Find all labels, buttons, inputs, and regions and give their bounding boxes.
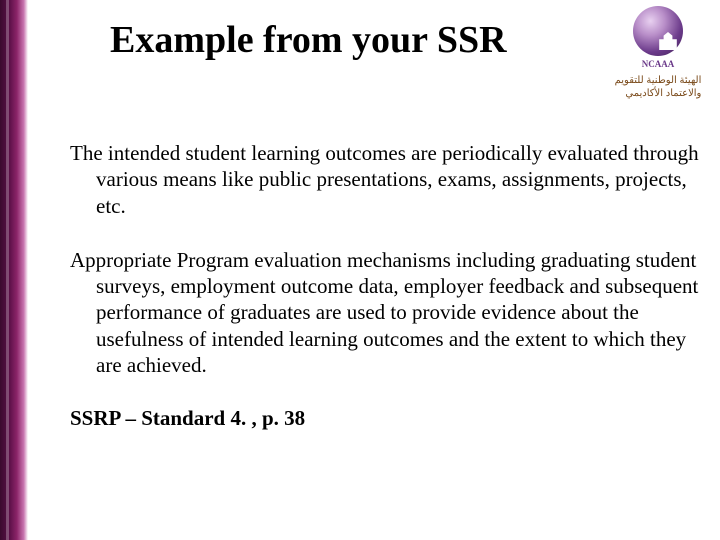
slide-title: Example from your SSR [110,18,507,62]
ncaaa-logo-icon [633,6,683,56]
paragraph-2: Appropriate Program evaluation mechanism… [70,247,708,378]
arabic-line-2: والاعتماد الأكاديمي [615,87,702,100]
arabic-line-1: الهيئة الوطنية للتقويم [615,74,702,87]
logo-block: NCAAA الهيئة الوطنية للتقويم والاعتماد ا… [614,6,702,126]
logo-arabic-text: الهيئة الوطنية للتقويم والاعتماد الأكادي… [615,74,702,100]
reference-line: SSRP – Standard 4. , p. 38 [70,406,708,431]
left-accent-bar [0,0,28,540]
body-content: The intended student learning outcomes a… [70,140,708,431]
logo-label: NCAAA [638,58,679,70]
paragraph-1: The intended student learning outcomes a… [70,140,708,219]
